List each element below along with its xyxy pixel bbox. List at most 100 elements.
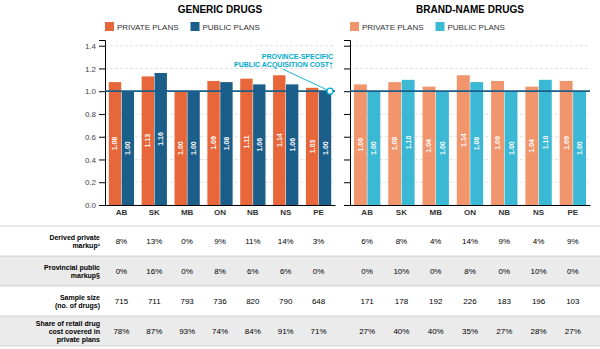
bar bbox=[109, 82, 121, 205]
annotation-connector bbox=[283, 69, 330, 91]
table-cell: 648 bbox=[312, 297, 326, 306]
bar bbox=[122, 91, 134, 205]
y-tick-mark bbox=[99, 91, 105, 92]
text-line: Provincial public bbox=[44, 264, 100, 272]
table-cell: 11% bbox=[245, 237, 260, 246]
legend-label: PRIVATE PLANS bbox=[362, 23, 424, 32]
grid-line bbox=[105, 159, 335, 160]
y-tick-mark bbox=[99, 46, 105, 47]
table-cell: 9% bbox=[214, 237, 226, 246]
data-label: 1.10 bbox=[405, 135, 412, 149]
table-cell: 0% bbox=[181, 267, 193, 276]
table-cell: 736 bbox=[213, 297, 227, 306]
table-cell: 84% bbox=[245, 327, 261, 336]
table-cell: 0% bbox=[361, 267, 373, 276]
x-tick: ON bbox=[214, 205, 226, 217]
table-cell: 35% bbox=[462, 327, 478, 336]
y-tick bbox=[344, 137, 350, 138]
grid bbox=[350, 46, 590, 205]
y-tick bbox=[344, 114, 350, 115]
data-label: 1.06 bbox=[289, 138, 296, 152]
table-cell: 40% bbox=[428, 327, 444, 336]
bar bbox=[354, 84, 367, 205]
reference-line bbox=[350, 90, 590, 92]
x-tick: SK bbox=[396, 205, 407, 217]
data-label: 1.00 bbox=[124, 141, 131, 155]
x-tick: NS bbox=[280, 205, 292, 217]
y-tick: 1.2 bbox=[85, 65, 105, 74]
chart-figure: 0.00.20.40.60.81.01.21.4ABSKMBONNBNSPE1.… bbox=[0, 0, 600, 349]
y-tick-mark bbox=[99, 114, 105, 115]
x-axis-line bbox=[351, 205, 591, 206]
x-tick-label: ON bbox=[214, 208, 226, 217]
x-tick: ON bbox=[464, 205, 476, 217]
table-cell: 93% bbox=[179, 327, 195, 336]
grid-line bbox=[350, 182, 590, 183]
table-cell: 0% bbox=[313, 267, 325, 276]
bar-chart: 0.00.20.40.60.81.01.21.4ABSKMBONNBNSPE1.… bbox=[85, 4, 336, 217]
bar bbox=[367, 91, 380, 205]
table-cell: 0% bbox=[499, 267, 511, 276]
legend-swatch bbox=[350, 22, 359, 31]
table-cell: 40% bbox=[393, 327, 409, 336]
grid-line bbox=[105, 113, 335, 114]
y-tick bbox=[344, 46, 350, 47]
y-tick bbox=[344, 91, 350, 92]
legend-label: PRIVATE PLANS bbox=[117, 23, 179, 32]
y-tick-label: 1.4 bbox=[85, 42, 97, 51]
y-tick-label: 0.2 bbox=[85, 178, 97, 187]
grid-line bbox=[350, 45, 590, 46]
y-tick-label: 0.6 bbox=[85, 133, 97, 142]
chart-title: GENERIC DRUGS bbox=[178, 4, 263, 15]
table-cell: 8% bbox=[214, 267, 226, 276]
legend-swatch bbox=[436, 22, 445, 31]
table-row-label: Provincial publicmarkup§ bbox=[44, 264, 100, 280]
y-axis bbox=[344, 41, 351, 206]
table-cell: 14% bbox=[278, 237, 294, 246]
table-cell: 8% bbox=[464, 267, 476, 276]
annotation-text: PROVINCE-SPECIFICPUBLIC ACQUISITION COST… bbox=[234, 53, 333, 69]
y-tick-label: 0.0 bbox=[85, 201, 97, 210]
grid-line bbox=[350, 136, 590, 137]
y-tick bbox=[344, 159, 350, 160]
table-cell: 0% bbox=[181, 237, 193, 246]
x-tick-label: NB bbox=[247, 208, 259, 217]
bar bbox=[207, 81, 219, 205]
legend-label: PUBLIC PLANS bbox=[448, 23, 505, 32]
data-label: 1.09 bbox=[563, 136, 570, 150]
grid-line bbox=[105, 136, 335, 137]
y-tick-label: 0.8 bbox=[85, 110, 97, 119]
y-tick: 0.0 bbox=[85, 201, 105, 210]
y-axis: 0.0 0.2 0.4 0.6 0.8 1.0 1.2 1.4 bbox=[85, 41, 106, 211]
x-tick-label: MB bbox=[181, 208, 194, 217]
table-cell: 715 bbox=[115, 297, 129, 306]
y-tick-label: 1.0 bbox=[85, 87, 97, 96]
legend-item: PUBLIC PLANS bbox=[436, 22, 505, 32]
table-cell: 8% bbox=[116, 237, 128, 246]
data-label: 1.03 bbox=[309, 139, 316, 153]
table-row-background bbox=[0, 286, 600, 316]
x-tick-label: AB bbox=[361, 208, 373, 217]
bar bbox=[402, 80, 415, 205]
data-label: 1.00 bbox=[370, 141, 377, 155]
bar bbox=[539, 80, 552, 205]
y-tick: 0.8 bbox=[85, 110, 105, 119]
bar-chart: ABSKMBONNBNSPE1.061.081.041.141.091.041.… bbox=[344, 4, 591, 217]
text-line: private plans bbox=[57, 336, 100, 344]
data-label: 1.00 bbox=[177, 141, 184, 155]
x-tick: NS bbox=[533, 205, 545, 217]
bar bbox=[319, 91, 331, 205]
bar bbox=[423, 87, 436, 205]
text-line: Share of retail drug bbox=[36, 320, 100, 328]
data-label: 1.10 bbox=[542, 135, 549, 149]
table-cell: 28% bbox=[531, 327, 547, 336]
table-values: 6%8%4%14%9%4%9%0%10%0%8%0%10%0%171178192… bbox=[359, 237, 581, 336]
y-tick bbox=[344, 182, 350, 183]
data-label: 1.09 bbox=[494, 136, 501, 150]
y-tick: 0.4 bbox=[85, 156, 105, 165]
y-tick bbox=[344, 205, 350, 206]
table-row-background bbox=[0, 256, 600, 286]
y-tick: 1.4 bbox=[85, 42, 105, 51]
x-tick: NB bbox=[247, 205, 259, 217]
data-label: 1.08 bbox=[391, 137, 398, 151]
